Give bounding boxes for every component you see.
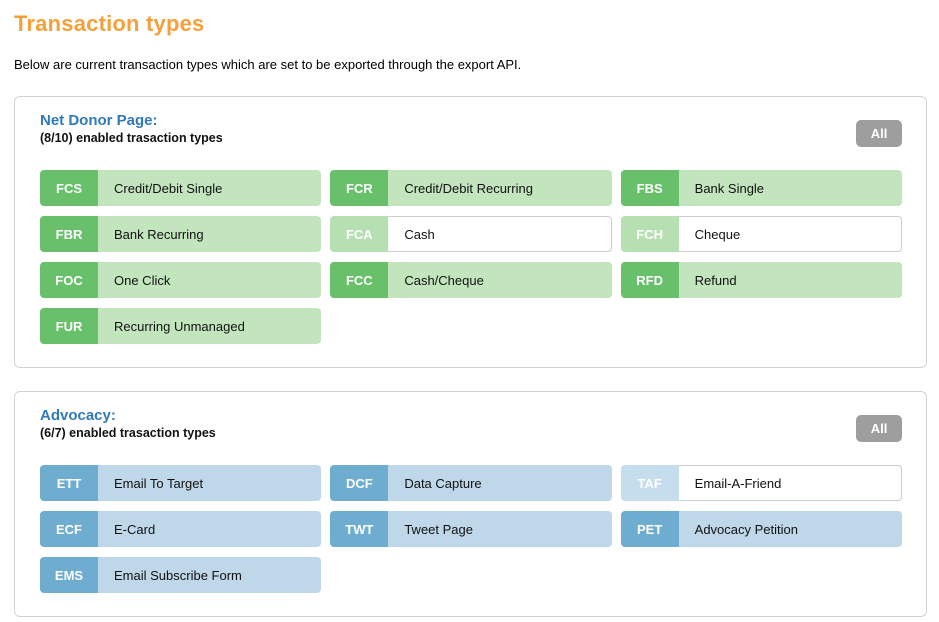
- transaction-type-label: Cash/Cheque: [388, 262, 612, 298]
- transaction-type-panel: Net Donor Page: (8/10) enabled trasactio…: [14, 96, 927, 368]
- transaction-type-tag[interactable]: DCF Data Capture: [330, 465, 612, 501]
- transaction-type-code-badge: EMS: [40, 557, 98, 593]
- section-title: Advocacy:: [40, 407, 116, 424]
- page-subtitle: Below are current transaction types whic…: [14, 57, 522, 72]
- transaction-type-tag[interactable]: FBR Bank Recurring: [40, 216, 322, 252]
- transaction-type-label: Data Capture: [388, 465, 612, 501]
- transaction-type-panel: Advocacy: (6/7) enabled trasaction types…: [14, 391, 927, 617]
- transaction-type-tag[interactable]: EMS Email Subscribe Form: [40, 557, 322, 593]
- tag-grid: FCS Credit/Debit Single FCR Credit/Debit Re…: [40, 170, 902, 344]
- transaction-type-tag[interactable]: FCA Cash: [330, 216, 612, 252]
- transaction-type-label: Email Subscribe Form: [98, 557, 322, 593]
- transaction-type-code-badge: FCR: [330, 170, 389, 206]
- transaction-type-tag[interactable]: ECF E-Card: [40, 511, 322, 547]
- transaction-type-code-badge: FBS: [620, 170, 679, 206]
- transaction-type-code-badge: RFD: [620, 262, 679, 298]
- transaction-type-tag[interactable]: RFD Refund: [620, 262, 902, 298]
- enabled-count-label: (8/10) enabled trasaction types: [40, 131, 223, 145]
- transaction-type-code-badge: FCS: [40, 170, 98, 206]
- transaction-type-tag[interactable]: FBS Bank Single: [620, 170, 902, 206]
- transaction-type-label: E-Card: [98, 511, 322, 547]
- transaction-type-code-badge: ETT: [40, 465, 98, 501]
- transaction-type-label: Credit/Debit Recurring: [388, 170, 612, 206]
- page-title: Transaction types: [14, 11, 205, 36]
- transaction-type-label: Cash: [388, 216, 612, 252]
- transaction-type-label: Credit/Debit Single: [98, 170, 322, 206]
- transaction-type-sections: Net Donor Page: (8/10) enabled trasactio…: [14, 96, 927, 617]
- transaction-type-code-badge: ECF: [40, 511, 98, 547]
- section-title: Net Donor Page:: [40, 112, 158, 129]
- transaction-type-label: Refund: [678, 262, 902, 298]
- enabled-count-label: (6/7) enabled trasaction types: [40, 426, 216, 440]
- transaction-type-code-badge: FCA: [330, 216, 389, 252]
- transaction-type-code-badge: FOC: [40, 262, 98, 298]
- transaction-type-code-badge: TAF: [620, 465, 679, 501]
- transaction-type-code-badge: TWT: [330, 511, 389, 547]
- panel-heading-group: Advocacy: (6/7) enabled trasaction types: [40, 407, 216, 441]
- transaction-type-code-badge: PET: [620, 511, 679, 547]
- transaction-type-tag[interactable]: ETT Email To Target: [40, 465, 322, 501]
- select-all-button[interactable]: All: [856, 120, 902, 147]
- transaction-type-tag[interactable]: FCR Credit/Debit Recurring: [330, 170, 612, 206]
- transaction-type-tag[interactable]: FCS Credit/Debit Single: [40, 170, 322, 206]
- transaction-type-code-badge: FCH: [620, 216, 679, 252]
- transaction-type-label: Email-A-Friend: [678, 465, 902, 501]
- panel-header: Advocacy: (6/7) enabled trasaction types…: [30, 407, 902, 442]
- transaction-type-label: Email To Target: [98, 465, 322, 501]
- transaction-type-tag[interactable]: FOC One Click: [40, 262, 322, 298]
- transaction-type-tag[interactable]: FUR Recurring Unmanaged: [40, 308, 322, 344]
- transaction-type-code-badge: FBR: [40, 216, 98, 252]
- transaction-type-tag[interactable]: TWT Tweet Page: [330, 511, 612, 547]
- panel-heading-group: Net Donor Page: (8/10) enabled trasactio…: [40, 112, 223, 146]
- transaction-type-tag[interactable]: PET Advocacy Petition: [620, 511, 902, 547]
- transaction-type-label: Recurring Unmanaged: [98, 308, 322, 344]
- tag-grid: ETT Email To Target DCF Data Capture TAF Emai…: [40, 465, 902, 593]
- transaction-type-code-badge: FCC: [330, 262, 389, 298]
- transaction-type-tag[interactable]: FCC Cash/Cheque: [330, 262, 612, 298]
- panel-header: Net Donor Page: (8/10) enabled trasactio…: [30, 112, 902, 147]
- transaction-type-label: Advocacy Petition: [678, 511, 902, 547]
- transaction-type-tag[interactable]: TAF Email-A-Friend: [620, 465, 902, 501]
- select-all-button[interactable]: All: [856, 415, 902, 442]
- transaction-type-label: Tweet Page: [388, 511, 612, 547]
- transaction-type-code-badge: FUR: [40, 308, 98, 344]
- transaction-type-label: Bank Recurring: [98, 216, 322, 252]
- transaction-type-label: Bank Single: [678, 170, 902, 206]
- transaction-type-code-badge: DCF: [330, 465, 389, 501]
- transaction-type-label: One Click: [98, 262, 322, 298]
- transaction-type-tag[interactable]: FCH Cheque: [620, 216, 902, 252]
- transaction-type-label: Cheque: [678, 216, 902, 252]
